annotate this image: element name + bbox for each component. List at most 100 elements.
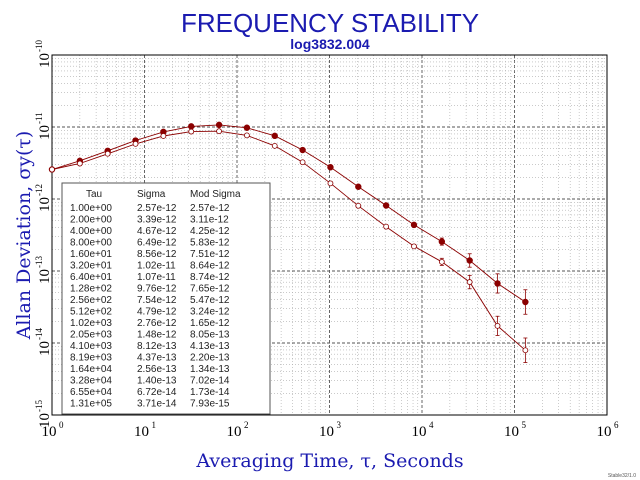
x-tick-label: 10 bbox=[412, 424, 427, 440]
table-cell: 4.00e+00 bbox=[70, 226, 112, 237]
table-cell: 2.56e-13 bbox=[137, 364, 177, 375]
x-tick-label: 10 bbox=[319, 424, 334, 440]
sigma-point bbox=[327, 164, 334, 171]
sigma-point bbox=[243, 124, 251, 131]
y-tick-exponent: -12 bbox=[34, 184, 44, 196]
table-header: Tau bbox=[86, 189, 102, 200]
table-cell: 2.56e+02 bbox=[70, 295, 112, 306]
sigma-point bbox=[410, 221, 418, 229]
mod-sigma-point bbox=[188, 128, 195, 135]
y-tick-exponent: -13 bbox=[34, 256, 44, 268]
mod-sigma-point bbox=[244, 132, 250, 139]
table-header: Mod Sigma bbox=[190, 189, 241, 200]
series-layer bbox=[48, 121, 529, 363]
table-cell: 5.83e-12 bbox=[190, 238, 230, 249]
x-tick-exponent: 6 bbox=[614, 420, 619, 430]
table-cell: 8.64e-12 bbox=[190, 261, 230, 272]
table-cell: 3.39e-12 bbox=[137, 215, 177, 226]
y-tick-base: 10 bbox=[37, 197, 53, 212]
table-cell: 4.79e-12 bbox=[137, 307, 177, 318]
table-cell: 1.40e-13 bbox=[137, 376, 177, 387]
y-tick-base: 10 bbox=[37, 341, 53, 356]
table-cell: 6.55e+04 bbox=[70, 387, 112, 398]
data-table-box bbox=[61, 182, 271, 415]
table-cell: 8.05e-13 bbox=[190, 330, 230, 341]
y-tick-base: 10 bbox=[37, 53, 53, 68]
table-cell: 1.02e-11 bbox=[137, 261, 176, 272]
x-tick-label: 10 bbox=[227, 424, 242, 440]
y-tick-label: 10-10 bbox=[34, 40, 53, 68]
table-cell: 7.65e-12 bbox=[190, 284, 230, 295]
mod-sigma-point bbox=[383, 223, 390, 230]
table-cell: 1.31e+05 bbox=[70, 399, 112, 410]
table-cell: 7.51e-12 bbox=[190, 249, 230, 260]
table-cell: 2.05e+03 bbox=[70, 330, 112, 341]
y-tick-base: 10 bbox=[37, 125, 53, 140]
table-cell: 1.60e+01 bbox=[70, 249, 112, 260]
table-cell: 1.48e-12 bbox=[137, 330, 177, 341]
sigma-point bbox=[522, 298, 529, 306]
x-tick-exponent: 5 bbox=[522, 420, 527, 430]
mod-sigma-point bbox=[160, 133, 167, 139]
mod-sigma-point bbox=[49, 166, 55, 173]
table-cell: 1.64e+04 bbox=[70, 364, 112, 375]
sigma-point bbox=[215, 121, 223, 129]
x-tick-exponent: 1 bbox=[152, 420, 157, 430]
table-cell: 4.37e-13 bbox=[137, 353, 177, 364]
y-tick-label: 10-13 bbox=[34, 256, 53, 284]
plot-frame bbox=[51, 54, 608, 416]
chart-title: FREQUENCY STABILITY bbox=[181, 8, 479, 38]
table-cell: 8.74e-12 bbox=[190, 272, 230, 283]
table-cell: 7.93e-15 bbox=[190, 399, 230, 410]
y-tick-exponent: -11 bbox=[34, 112, 44, 124]
x-tick-label: 10 bbox=[504, 424, 519, 440]
mod-sigma-point bbox=[216, 128, 222, 135]
sigma-point bbox=[466, 257, 473, 264]
y-tick-label: 10-15 bbox=[34, 400, 53, 428]
mod-sigma-point bbox=[494, 322, 501, 329]
table-cell: 8.00e+00 bbox=[70, 238, 112, 249]
table-cell: 1.34e-13 bbox=[190, 364, 230, 375]
x-tick-exponent: 3 bbox=[337, 420, 342, 430]
sigma-point bbox=[271, 132, 278, 140]
sigma-point bbox=[438, 238, 446, 245]
mod-sigma-point bbox=[271, 142, 278, 149]
table-cell: 1.28e+02 bbox=[70, 284, 112, 295]
series-line bbox=[51, 124, 526, 303]
y-tick-exponent: -10 bbox=[34, 40, 44, 52]
table-cell: 2.20e-13 bbox=[190, 353, 230, 364]
table-cell: 1.00e+00 bbox=[70, 203, 112, 214]
table-cell: 8.12e-13 bbox=[137, 341, 177, 352]
mod-sigma-point bbox=[522, 347, 529, 354]
table-cell: 1.65e-12 bbox=[190, 318, 230, 329]
y-axis-label: Allan Deviation, σy(τ) bbox=[13, 131, 35, 341]
table-cell: 9.76e-12 bbox=[137, 284, 177, 295]
table-cell: 7.02e-14 bbox=[190, 376, 230, 387]
table-cell: 7.54e-12 bbox=[137, 295, 177, 306]
table-cell: 2.76e-12 bbox=[137, 318, 177, 329]
table-cell: 2.57e-12 bbox=[137, 203, 177, 214]
table-cell: 2.00e+00 bbox=[70, 215, 112, 226]
footer-text: Stable32/1.0 bbox=[608, 473, 636, 479]
mod-sigma-point bbox=[104, 150, 111, 157]
mod-sigma-point bbox=[132, 140, 139, 147]
table-cell: 2.57e-12 bbox=[190, 203, 230, 214]
mod-sigma-point bbox=[327, 180, 334, 187]
table-cell: 3.71e-14 bbox=[137, 399, 177, 410]
series-line bbox=[51, 130, 526, 351]
mod-sigma-point bbox=[411, 243, 417, 250]
table-cell: 5.12e+02 bbox=[70, 307, 112, 318]
table-cell: 3.28e+04 bbox=[70, 376, 112, 387]
data-table-content: Tau Sigma Mod Sigma 1.00e+00 2.57e-12 2.57e-1… bbox=[70, 189, 241, 410]
table-header: Sigma bbox=[137, 189, 166, 200]
sigma-point bbox=[299, 146, 306, 154]
table-cell: 6.49e-12 bbox=[137, 238, 177, 249]
mod-sigma-point bbox=[299, 159, 306, 166]
x-tick-exponent: 4 bbox=[429, 420, 434, 430]
table-cell: 1.73e-14 bbox=[190, 387, 230, 398]
mod-sigma-point bbox=[466, 279, 473, 285]
y-tick-base: 10 bbox=[37, 413, 53, 428]
table-cell: 8.56e-12 bbox=[137, 249, 177, 260]
